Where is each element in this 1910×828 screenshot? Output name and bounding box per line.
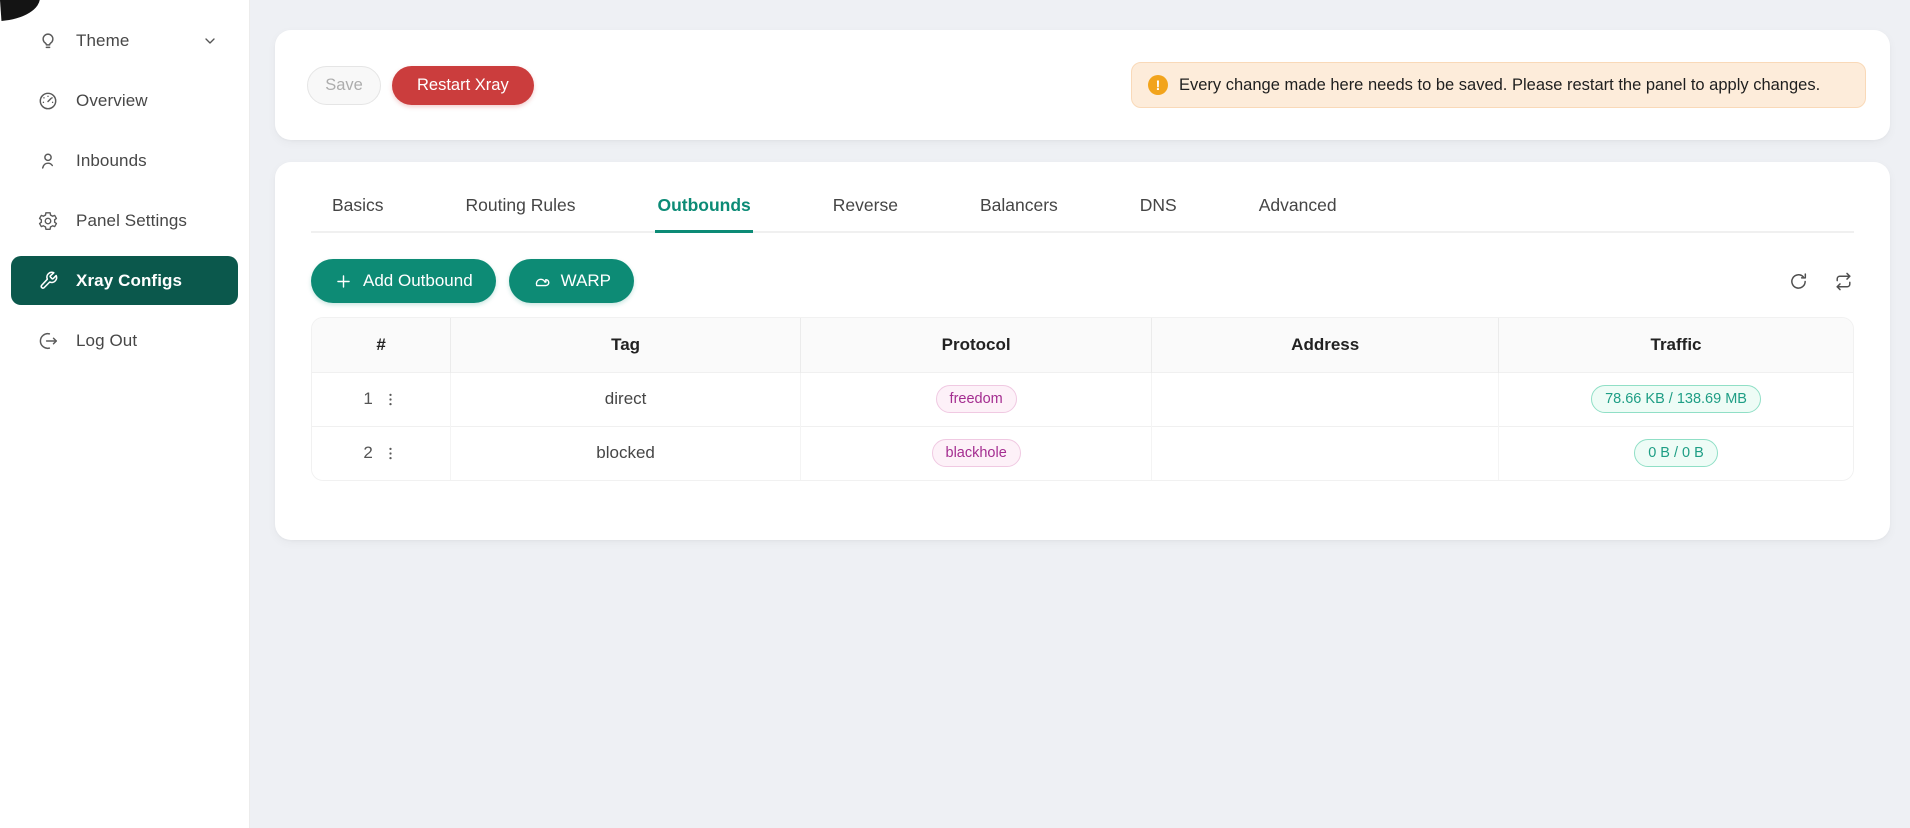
row-index: 2 <box>363 443 373 463</box>
column-header-index: # <box>312 318 452 372</box>
toolbar-card: Save Restart Xray Every change made here… <box>275 30 1890 140</box>
row-tag: direct <box>450 371 801 426</box>
plus-icon <box>337 274 350 288</box>
sidebar-item-label: Overview <box>76 90 148 110</box>
sidebar: Theme Overview Inbounds <box>0 0 250 828</box>
column-header-protocol: Protocol <box>800 318 1153 372</box>
traffic-badge: 78.66 KB / 138.69 MB <box>1591 384 1761 414</box>
warp-button[interactable]: WARP <box>508 259 635 303</box>
table-tools <box>1788 271 1854 292</box>
gear-icon <box>37 210 59 232</box>
sidebar-item-label: Log Out <box>76 330 138 350</box>
column-header-traffic: Traffic <box>1498 318 1853 372</box>
warning-alert-text: Every change made here needs to be saved… <box>1179 75 1821 94</box>
restart-xray-button[interactable]: Restart Xray <box>392 65 534 105</box>
protocol-badge: freedom <box>935 384 1017 414</box>
cloud-icon <box>535 278 550 286</box>
sidebar-item-label: Panel Settings <box>76 210 188 230</box>
actions-row: Add Outbound WARP <box>311 259 1854 303</box>
chevron-down-icon <box>202 33 218 49</box>
table-row: 2 blocked blackhole 0 B / 0 B <box>312 425 1853 480</box>
row-menu-button[interactable] <box>382 391 399 408</box>
protocol-badge: blackhole <box>931 439 1021 468</box>
tab-reverse[interactable]: Reverse <box>832 195 898 215</box>
main-content: Save Restart Xray Every change made here… <box>250 0 1910 828</box>
sidebar-item-label: Theme <box>76 30 130 50</box>
row-menu-button[interactable] <box>382 445 399 462</box>
user-icon <box>37 150 59 172</box>
row-address <box>1151 425 1500 480</box>
gauge-icon <box>37 90 59 112</box>
sidebar-item-label: Inbounds <box>76 150 147 170</box>
xray-config-card: Basics Routing Rules Outbounds Reverse B… <box>275 162 1890 540</box>
table-row: 1 direct freedom 78.66 KB / 138.69 MB <box>312 371 1853 426</box>
sidebar-item-xray-configs[interactable]: Xray Configs <box>11 256 238 305</box>
row-tag: blocked <box>450 425 801 480</box>
warning-alert: Every change made here needs to be saved… <box>1131 62 1866 108</box>
warp-label: WARP <box>560 271 612 290</box>
row-index: 1 <box>363 389 373 408</box>
sidebar-item-overview[interactable]: Overview <box>11 76 238 125</box>
tab-balancers[interactable]: Balancers <box>979 195 1058 215</box>
wrench-icon <box>37 270 59 292</box>
sidebar-item-inbounds[interactable]: Inbounds <box>11 136 238 185</box>
add-outbound-label: Add Outbound <box>363 271 473 290</box>
column-header-tag: Tag <box>450 318 801 372</box>
add-outbound-button[interactable]: Add Outbound <box>311 259 496 303</box>
config-tabs: Basics Routing Rules Outbounds Reverse B… <box>311 182 1854 233</box>
sidebar-item-log-out[interactable]: Log Out <box>11 316 238 365</box>
sidebar-nav: Theme Overview Inbounds <box>0 0 249 365</box>
lightbulb-icon <box>37 30 59 52</box>
sidebar-item-theme[interactable]: Theme <box>11 16 238 65</box>
column-header-address: Address <box>1151 318 1500 372</box>
row-address <box>1151 371 1500 426</box>
logout-icon <box>37 330 59 352</box>
sidebar-item-label: Xray Configs <box>76 270 183 290</box>
tab-outbounds[interactable]: Outbounds <box>655 182 753 233</box>
traffic-badge: 0 B / 0 B <box>1634 439 1718 468</box>
sidebar-item-panel-settings[interactable]: Panel Settings <box>11 196 238 245</box>
table-header-row: # Tag Protocol Address Traffic <box>312 318 1853 372</box>
tab-dns[interactable]: DNS <box>1139 195 1177 215</box>
outbounds-table: # Tag Protocol Address Traffic 1 <box>311 317 1854 481</box>
tab-advanced[interactable]: Advanced <box>1258 195 1337 215</box>
refresh-icon[interactable] <box>1788 271 1809 292</box>
warning-icon <box>1148 75 1168 95</box>
tab-basics[interactable]: Basics <box>332 195 384 215</box>
save-button[interactable]: Save <box>307 65 381 105</box>
tab-routing-rules[interactable]: Routing Rules <box>465 195 576 215</box>
repeat-icon[interactable] <box>1833 271 1854 292</box>
